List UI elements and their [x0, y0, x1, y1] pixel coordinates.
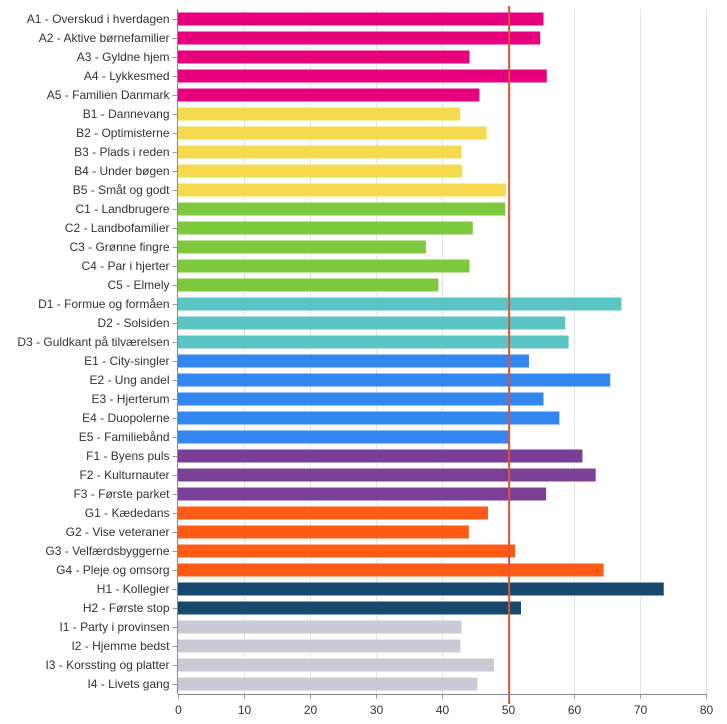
category-label: A4 - Lykkesmed — [84, 69, 170, 83]
category-label: E5 - Familiebånd — [79, 430, 170, 444]
bar — [177, 335, 569, 349]
category-label: A5 - Familien Danmark — [47, 88, 171, 102]
bar — [177, 316, 566, 330]
bar — [177, 677, 478, 691]
category-label: I4 - Livets gang — [87, 677, 169, 691]
category-label: I3 - Korssting og platter — [45, 658, 169, 672]
category-label: H1 - Kollegier — [97, 582, 170, 596]
bar — [177, 582, 664, 596]
category-label: G2 - Vise veteraner — [66, 525, 170, 539]
x-tick-label: 20 — [304, 703, 318, 717]
bar — [177, 221, 473, 235]
bar — [177, 278, 439, 292]
bar — [177, 392, 544, 406]
bar — [177, 411, 560, 425]
x-tick-label: 40 — [436, 703, 450, 717]
category-label: G3 - Velfærdsbyggerne — [45, 544, 169, 558]
bar — [177, 69, 547, 83]
category-label: E1 - City-singler — [84, 354, 169, 368]
bar — [177, 449, 583, 463]
bar — [177, 354, 529, 368]
bar — [177, 164, 463, 178]
bar — [177, 468, 596, 482]
category-label: A3 - Gyldne hjem — [77, 50, 170, 64]
bar — [177, 107, 461, 121]
bars — [177, 12, 664, 691]
x-tick-label: 50 — [502, 703, 516, 717]
x-tick-label: 70 — [634, 703, 648, 717]
category-label: A2 - Aktive børnefamilier — [39, 31, 170, 45]
bar — [177, 525, 469, 539]
bar — [177, 658, 494, 672]
bar — [177, 430, 510, 444]
bar — [177, 202, 506, 216]
category-label: C1 - Landbrugere — [75, 202, 169, 216]
category-label: I2 - Hjemme bedst — [71, 639, 170, 653]
x-tick-labels: 0 10 20 30 40 50 60 70 80 — [175, 703, 713, 717]
category-labels: A1 - Overskud i hverdagen A2 - Aktive bør… — [17, 12, 170, 691]
category-label: F3 - Første parket — [73, 487, 170, 501]
category-label: B4 - Under bøgen — [74, 164, 169, 178]
bar — [177, 563, 604, 577]
category-label: C3 - Grønne fingre — [69, 240, 169, 254]
category-label: B3 - Plads i reden — [74, 145, 169, 159]
bar — [177, 544, 516, 558]
x-tick-label: 80 — [700, 703, 714, 717]
category-label: E3 - Hjerterum — [91, 392, 169, 406]
bar — [177, 12, 544, 26]
x-tick-label: 0 — [175, 703, 182, 717]
bar — [177, 373, 611, 387]
bar — [177, 601, 522, 615]
category-label: E2 - Ung andel — [89, 373, 169, 387]
category-label: D2 - Solsiden — [97, 316, 169, 330]
category-label: D3 - Guldkant på tilværelsen — [17, 335, 169, 349]
category-label: E4 - Duopolerne — [82, 411, 170, 425]
category-label: C5 - Elmely — [107, 278, 169, 292]
bar — [177, 88, 480, 102]
x-tick-label: 60 — [568, 703, 582, 717]
bar — [177, 240, 426, 254]
axes — [172, 9, 707, 699]
category-label: C2 - Landbofamilier — [65, 221, 170, 235]
category-label: F2 - Kulturnauter — [79, 468, 169, 482]
x-tick-label: 30 — [370, 703, 384, 717]
category-label: G1 - Kædedans — [85, 506, 170, 520]
category-label: D1 - Formue og formåen — [38, 297, 169, 311]
category-label: A1 - Overskud i hverdagen — [27, 12, 170, 26]
bar — [177, 487, 547, 501]
x-tick-label: 10 — [238, 703, 252, 717]
bar — [177, 145, 462, 159]
category-label: C4 - Par i hjerter — [81, 259, 169, 273]
bar — [177, 620, 462, 634]
category-label: B2 - Optimisterne — [76, 126, 170, 140]
category-label: H2 - Første stop — [83, 601, 170, 615]
bar — [177, 31, 541, 45]
bar — [177, 297, 622, 311]
category-label: G4 - Pleje og omsorg — [56, 563, 169, 577]
category-label: F1 - Byens puls — [86, 449, 169, 463]
bar — [177, 183, 506, 197]
category-label: B5 - Småt og godt — [73, 183, 170, 197]
category-label: B1 - Dannevang — [83, 107, 170, 121]
bar — [177, 50, 470, 64]
bar — [177, 506, 488, 520]
bar — [177, 126, 487, 140]
bar — [177, 259, 470, 273]
category-label: I1 - Party i provinsen — [59, 620, 169, 634]
bar — [177, 639, 461, 653]
